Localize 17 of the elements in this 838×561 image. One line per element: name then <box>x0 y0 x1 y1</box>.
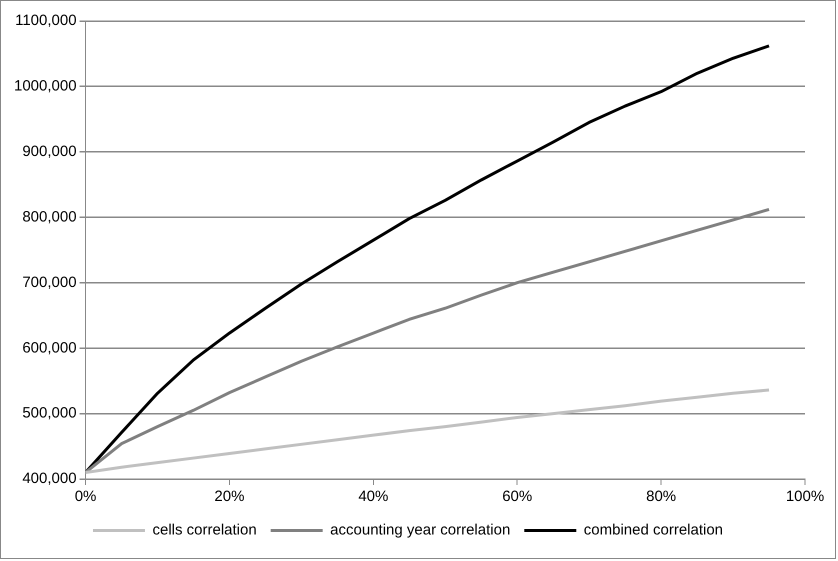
x-tick-label: 100% <box>786 488 824 506</box>
y-tick-label: 700,000 <box>22 274 77 291</box>
y-tick-label: 1000,000 <box>14 78 77 95</box>
y-tick-label: 900,000 <box>22 143 77 160</box>
x-tick-label: 80% <box>646 488 676 506</box>
x-tick-label: 0% <box>74 488 96 506</box>
legend-label: combined correlation <box>584 522 724 539</box>
y-tick-label: 1100,000 <box>15 12 77 30</box>
legend-label: accounting year correlation <box>330 522 510 539</box>
legend-label: cells correlation <box>152 522 257 539</box>
y-tick-label: 400,000 <box>22 470 77 488</box>
x-tick-label: 40% <box>358 488 388 506</box>
x-tick-label: 20% <box>214 488 244 506</box>
y-tick-label: 500,000 <box>22 404 77 422</box>
y-tick-label: 600,000 <box>22 339 77 356</box>
y-tick-label: 800,000 <box>22 208 77 226</box>
x-tick-label: 60% <box>502 488 532 506</box>
